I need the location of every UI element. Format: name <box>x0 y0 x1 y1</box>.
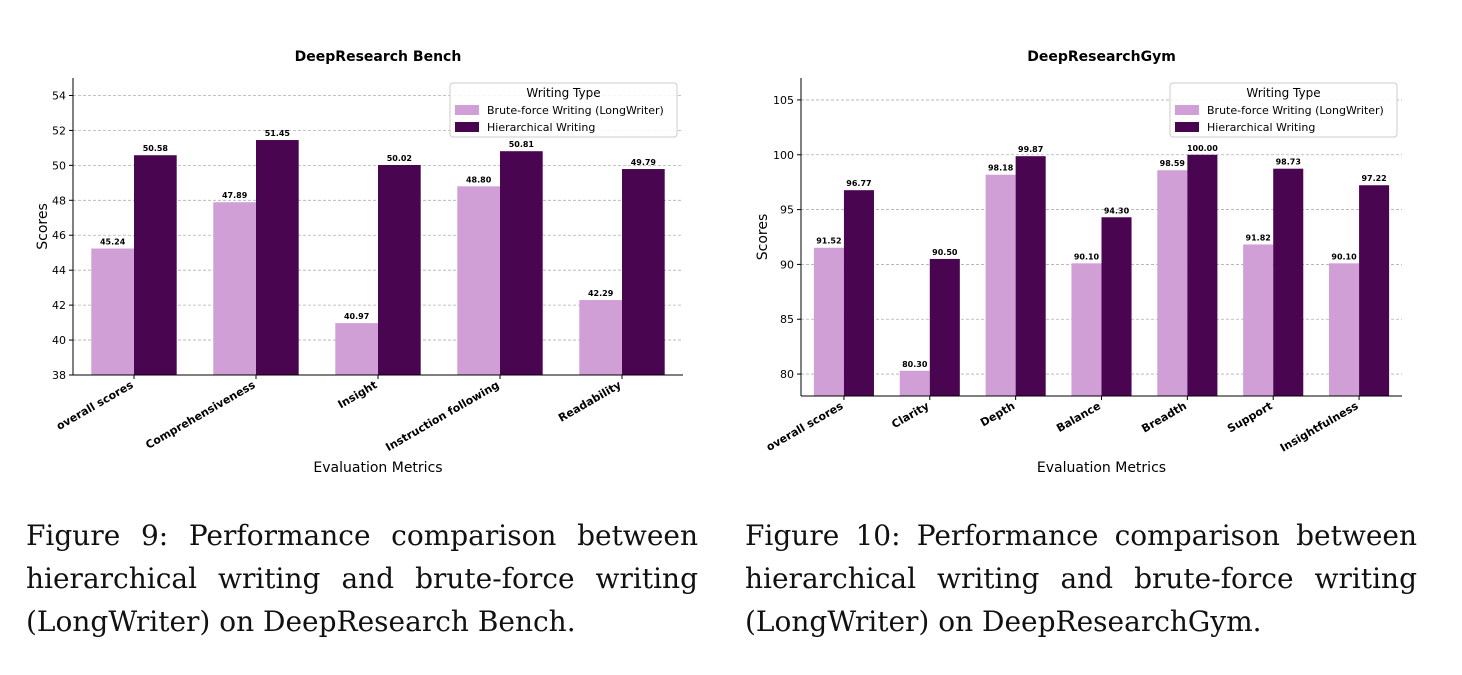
bar-bruteforce-1 <box>213 202 256 375</box>
x-tick-label: Insightfulness <box>1278 399 1361 454</box>
bar-bruteforce-1 <box>899 370 930 396</box>
bar-bruteforce-0 <box>813 247 844 396</box>
chart-title: DeepResearch Bench <box>295 49 462 65</box>
figure-caption-10: Figure 10: Performance comparison betwee… <box>745 519 1417 638</box>
y-tick-label: 46 <box>52 229 66 242</box>
y-tick-label: 48 <box>52 194 66 207</box>
bar-bruteforce-4 <box>1157 170 1188 396</box>
bar-value-label: 51.45 <box>265 129 291 138</box>
legend-label: Brute-force Writing (LongWriter) <box>487 104 664 117</box>
x-tick-label: Breadth <box>1139 399 1189 435</box>
bar-hierarchical-4 <box>1187 154 1218 396</box>
bar-bruteforce-6 <box>1329 263 1360 396</box>
x-axis-title: Evaluation Metrics <box>313 460 442 476</box>
x-tick-label: overall scores <box>764 399 846 454</box>
bar-value-label: 48.80 <box>466 175 492 184</box>
bar-hierarchical-2 <box>378 165 421 375</box>
x-tick-label: Depth <box>978 399 1017 429</box>
bar-value-label: 47.89 <box>222 191 248 200</box>
y-tick-label: 95 <box>780 204 794 217</box>
bar-bruteforce-5 <box>1243 244 1274 396</box>
bar-value-label: 50.58 <box>143 144 169 153</box>
legend-swatch <box>455 105 479 115</box>
legend-label: Hierarchical Writing <box>1207 121 1315 134</box>
bar-value-label: 94.30 <box>1104 206 1130 215</box>
bar-value-label: 42.29 <box>588 289 614 298</box>
x-tick-label: overall scores <box>54 378 136 433</box>
x-tick-label: Support <box>1225 399 1275 435</box>
bar-value-label: 50.81 <box>509 140 535 149</box>
chart-deepresearchgym: 91.52 80.30 98.18 90.10 98.59 91.82 90.10 96.77… <box>755 49 1402 476</box>
bar-hierarchical-6 <box>1359 185 1390 396</box>
legend-label: Brute-force Writing (LongWriter) <box>1207 104 1384 117</box>
bar-value-label: 90.50 <box>932 248 958 257</box>
bar-value-label: 90.10 <box>1331 252 1357 261</box>
y-tick-label: 50 <box>52 159 66 172</box>
bar-bruteforce-3 <box>457 186 500 375</box>
bar-hierarchical-0 <box>134 155 177 375</box>
legend-frame <box>449 82 678 138</box>
bar-bruteforce-0 <box>91 248 134 375</box>
legend-swatch <box>1175 122 1199 132</box>
x-tick-label: Insight <box>336 378 380 411</box>
bar-value-label: 96.77 <box>846 179 871 188</box>
bar-bruteforce-2 <box>335 323 378 375</box>
y-tick-label: 42 <box>52 299 66 312</box>
legend-swatch <box>1175 105 1199 115</box>
x-tick-label: Instruction following <box>383 378 501 454</box>
bar-value-label: 50.02 <box>387 154 412 163</box>
bar-hierarchical-1 <box>256 140 299 375</box>
x-tick-label: Readability <box>556 378 623 424</box>
bar-value-label: 91.82 <box>1246 233 1271 242</box>
legend-frame <box>1169 82 1398 138</box>
bar-value-label: 49.79 <box>631 158 657 167</box>
legend: Writing Type Brute-force Writing (LongWri… <box>1169 82 1398 138</box>
y-axis-title: Scores <box>755 214 771 261</box>
y-tick-label: 44 <box>52 264 66 277</box>
figure-caption-9: Figure 9: Performance comparison between… <box>26 519 698 638</box>
bar-value-label: 100.00 <box>1187 144 1218 153</box>
y-tick-label: 54 <box>52 89 66 102</box>
bar-bruteforce-4 <box>579 300 622 375</box>
legend-swatch <box>455 122 479 132</box>
bar-value-label: 99.87 <box>1018 145 1043 154</box>
bar-value-label: 40.97 <box>344 312 369 321</box>
legend: Writing Type Brute-force Writing (LongWri… <box>449 82 678 138</box>
x-tick-label: Comprehensiveness <box>143 378 258 452</box>
y-tick-label: 80 <box>780 368 794 381</box>
legend-label: Hierarchical Writing <box>487 121 595 134</box>
bar-value-label: 98.59 <box>1160 159 1186 168</box>
bar-value-label: 97.22 <box>1361 174 1386 183</box>
chart-title: DeepResearchGym <box>1027 49 1176 65</box>
bar-value-label: 98.73 <box>1276 158 1301 167</box>
bar-hierarchical-1 <box>929 258 960 396</box>
x-axis-title: Evaluation Metrics <box>1037 460 1166 476</box>
bar-hierarchical-4 <box>622 169 665 375</box>
y-tick-label: 105 <box>773 94 794 107</box>
legend-title: Writing Type <box>526 86 600 100</box>
bar-value-label: 98.18 <box>988 164 1014 173</box>
bar-hierarchical-3 <box>1101 217 1132 396</box>
legend-title: Writing Type <box>1246 86 1320 100</box>
y-tick-label: 38 <box>52 369 66 382</box>
bar-hierarchical-2 <box>1015 156 1046 396</box>
bar-hierarchical-0 <box>843 190 874 396</box>
bar-hierarchical-5 <box>1273 168 1304 396</box>
bar-value-label: 90.10 <box>1074 252 1100 261</box>
bar-bruteforce-2 <box>985 174 1016 396</box>
bar-hierarchical-3 <box>500 151 543 375</box>
y-tick-label: 52 <box>52 124 66 137</box>
y-tick-label: 100 <box>773 149 794 162</box>
bar-value-label: 91.52 <box>816 237 841 246</box>
chart-deepresearch-bench: 45.24 47.89 40.97 48.80 42.29 50.58 51.45 50.02… <box>35 49 683 476</box>
bar-value-label: 80.30 <box>902 360 928 369</box>
x-tick-label: Clarity <box>889 399 931 431</box>
bar-value-label: 45.24 <box>100 238 126 247</box>
x-tick-label: Balance <box>1054 399 1103 435</box>
y-tick-label: 85 <box>780 313 794 326</box>
y-tick-label: 90 <box>780 258 794 271</box>
y-tick-label: 40 <box>52 334 66 347</box>
bar-bruteforce-3 <box>1071 263 1102 396</box>
y-axis-title: Scores <box>35 203 51 250</box>
